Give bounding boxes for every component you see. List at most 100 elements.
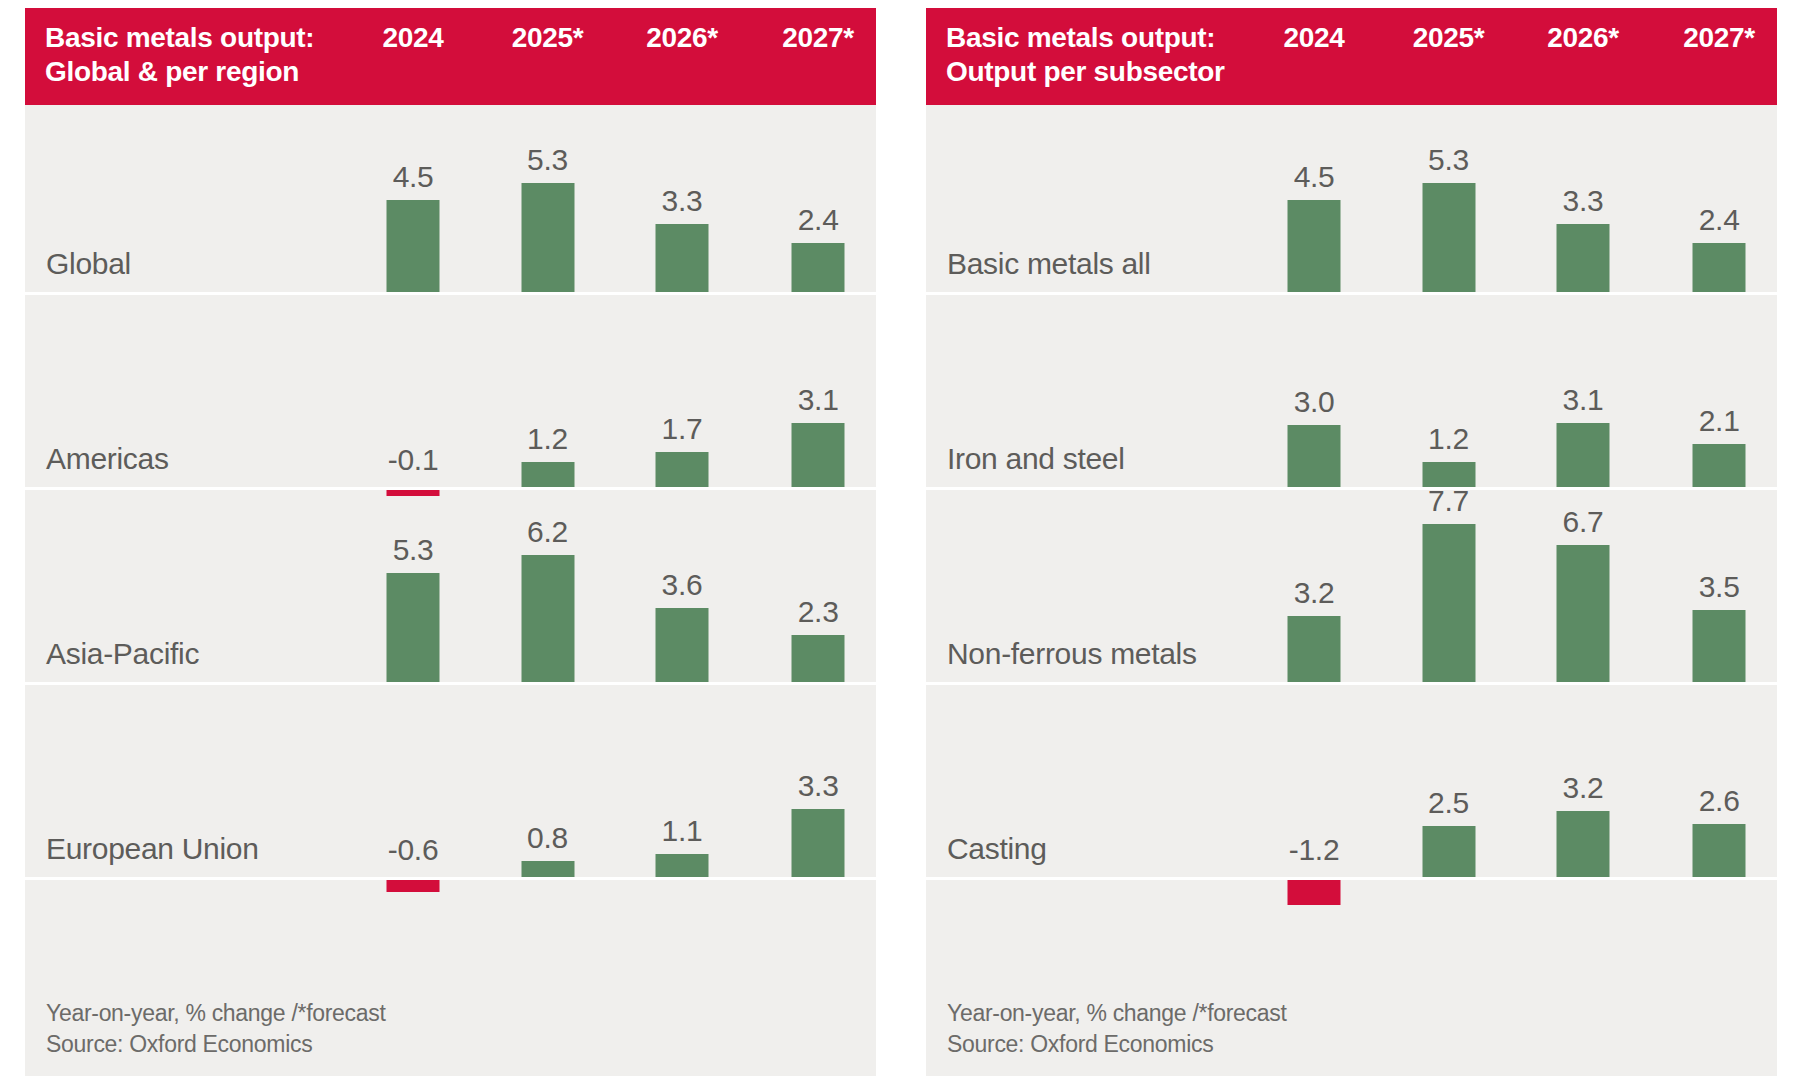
- bar-group: 5.3: [387, 490, 440, 682]
- column-header-2024: 2024: [1284, 22, 1345, 54]
- positive-bar: [1422, 183, 1475, 292]
- bar-group: 2.4: [792, 105, 845, 292]
- chart-rows: Global4.55.33.32.4Americas-0.11.21.73.1A…: [25, 105, 876, 880]
- positive-bar: [1556, 224, 1609, 292]
- chart-row: Asia-Pacific5.36.23.62.3: [25, 490, 876, 685]
- row-label: Basic metals all: [947, 247, 1151, 281]
- chart-row: Casting-1.22.53.22.6: [926, 685, 1777, 880]
- page: Basic metals output: Global & per region…: [0, 0, 1800, 1076]
- positive-bar: [1693, 444, 1746, 487]
- bar-group: 2.3: [792, 490, 845, 682]
- source: Source: Oxford Economics: [46, 1029, 386, 1060]
- positive-bar: [655, 452, 708, 487]
- bar-group: 1.2: [1422, 295, 1475, 487]
- chart-row: Iron and steel3.01.23.12.1: [926, 295, 1777, 490]
- bar-value-label: 4.5: [393, 160, 434, 194]
- bar-value-label: 1.7: [662, 412, 703, 446]
- bar-group: 3.6: [655, 490, 708, 682]
- bar-value-label: 0.8: [527, 821, 568, 855]
- bar-value-label: -0.6: [388, 833, 439, 867]
- bar-value-label: -0.1: [388, 443, 439, 477]
- row-label: Americas: [46, 442, 169, 476]
- panel-title: Basic metals output: Output per subsecto…: [926, 8, 1777, 89]
- bar-group: 4.5: [387, 105, 440, 292]
- column-header-2025: 2025*: [1413, 22, 1485, 54]
- bar-value-label: 7.7: [1428, 484, 1469, 518]
- bar-group: -0.6: [387, 685, 440, 877]
- bar-value-label: 2.5: [1428, 786, 1469, 820]
- positive-bar: [792, 809, 845, 877]
- bar-group: 5.3: [521, 105, 574, 292]
- chart-row: European Union -0.6 0.8 1.1 3.3: [25, 685, 876, 880]
- positive-bar: [1693, 243, 1746, 292]
- bar-group: 3.3: [655, 105, 708, 292]
- chart-row: Global 4.5 5.3 3.3 2.4: [25, 105, 876, 295]
- bar-value-label: 3.6: [662, 568, 703, 602]
- row-label: Non-ferrous metals: [947, 637, 1197, 671]
- column-header-2026: 2026*: [1547, 22, 1619, 54]
- positive-bar: [1693, 824, 1746, 877]
- positive-bar: [1556, 811, 1609, 877]
- bar-group: 1.7: [655, 295, 708, 487]
- chart-row: Americas -0.1 1.2 1.7 3.1: [25, 295, 876, 490]
- bar-group: 0.8: [521, 685, 574, 877]
- panel-title-line1: Basic metals output:: [946, 21, 1777, 55]
- panel-body: Global4.55.33.32.4Americas-0.11.21.73.1A…: [25, 105, 876, 1076]
- bar-value-label: 1.2: [527, 422, 568, 456]
- bar-group: 6.7: [1556, 490, 1609, 682]
- bar-group: 1.2: [521, 295, 574, 487]
- bar-group: 3.2: [1288, 490, 1341, 682]
- bar-group: -0.1: [387, 295, 440, 487]
- chart-panel-global-regions: Basic metals output: Global & per region…: [25, 8, 876, 1076]
- positive-bar: [387, 200, 440, 292]
- bar-value-label: 3.1: [1563, 383, 1604, 417]
- bar-value-label: 1.1: [662, 814, 703, 848]
- footer-text: Year-on-year, % change /*forecast Source…: [947, 998, 1287, 1060]
- positive-bar: [1288, 200, 1341, 292]
- chart-row: Basic metals all4.55.33.32.4: [926, 105, 1777, 295]
- bar-value-label: 5.3: [1428, 143, 1469, 177]
- bar-group: 7.7: [1422, 490, 1475, 682]
- bar-value-label: -1.2: [1289, 833, 1340, 867]
- bar-value-label: 3.0: [1294, 385, 1335, 419]
- bar-group: 3.2: [1556, 685, 1609, 877]
- positive-bar: [792, 423, 845, 487]
- bar-value-label: 5.3: [527, 143, 568, 177]
- panel-body: Basic metals all4.55.33.32.4Iron and ste…: [926, 105, 1777, 1076]
- row-label: Asia-Pacific: [46, 637, 199, 671]
- positive-bar: [521, 861, 574, 877]
- bar-value-label: 3.3: [798, 769, 839, 803]
- positive-bar: [655, 608, 708, 682]
- bar-group: 2.6: [1693, 685, 1746, 877]
- column-header-2025: 2025*: [512, 22, 584, 54]
- positive-bar: [387, 573, 440, 682]
- column-header-2027: 2027*: [782, 22, 854, 54]
- panel-header: Basic metals output: Output per subsecto…: [926, 8, 1777, 105]
- positive-bar: [1422, 826, 1475, 877]
- positive-bar: [792, 635, 845, 682]
- panel-title-line1: Basic metals output:: [45, 21, 876, 55]
- positive-bar: [1288, 425, 1341, 487]
- row-label: Global: [46, 247, 131, 281]
- positive-bar: [792, 243, 845, 292]
- bar-group: 2.1: [1693, 295, 1746, 487]
- panel-footer: Year-on-year, % change /*forecast Source…: [926, 880, 1777, 1076]
- positive-bar: [655, 224, 708, 292]
- bar-value-label: 2.4: [1699, 203, 1740, 237]
- positive-bar: [521, 462, 574, 487]
- bar-value-label: 2.3: [798, 595, 839, 629]
- positive-bar: [521, 183, 574, 292]
- positive-bar: [655, 854, 708, 877]
- source: Source: Oxford Economics: [947, 1029, 1287, 1060]
- bar-value-label: 1.2: [1428, 422, 1469, 456]
- column-header-2027: 2027*: [1683, 22, 1755, 54]
- panel-title: Basic metals output: Global & per region: [25, 8, 876, 89]
- bar-value-label: 2.1: [1699, 404, 1740, 438]
- chart-panel-subsectors: Basic metals output: Output per subsecto…: [926, 8, 1777, 1076]
- column-header-2024: 2024: [383, 22, 444, 54]
- bar-value-label: 3.2: [1563, 771, 1604, 805]
- row-label: European Union: [46, 832, 259, 866]
- bar-group: 3.1: [792, 295, 845, 487]
- panel-title-line2: Output per subsector: [946, 55, 1777, 89]
- bar-group: -1.2: [1288, 685, 1341, 877]
